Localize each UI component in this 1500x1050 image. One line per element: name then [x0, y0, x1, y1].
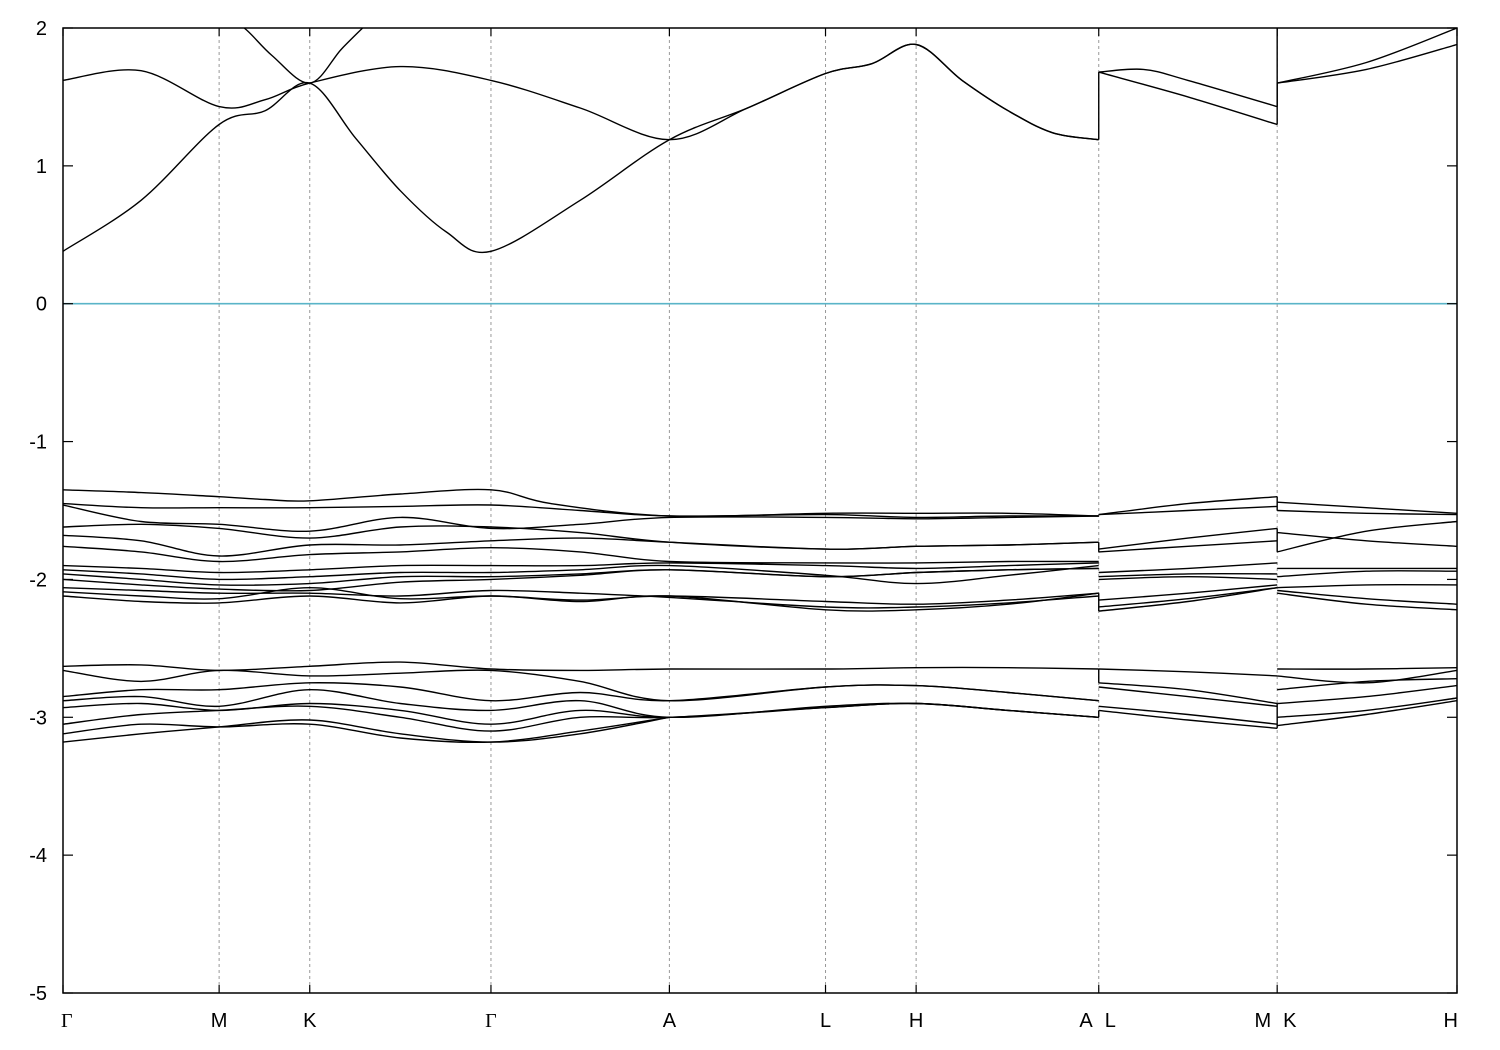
band-line	[63, 545, 1099, 564]
band-line	[1277, 669, 1457, 684]
bands-layer	[63, 28, 1457, 744]
plot-frame	[62, 27, 1458, 994]
band-line	[63, 586, 1099, 605]
band-line	[63, 488, 1099, 518]
band-line	[1098, 68, 1278, 108]
band-line	[63, 661, 1099, 672]
band-line	[63, 502, 1099, 519]
band-line	[1098, 584, 1278, 601]
y-tick-label: 0	[36, 294, 47, 316]
band-line	[63, 682, 1099, 702]
band-line	[63, 688, 1099, 719]
band-line	[1098, 505, 1278, 516]
band-line	[1277, 667, 1457, 670]
x-tick-label: M	[211, 1010, 228, 1032]
x-tick-label: Γ	[61, 1010, 73, 1032]
x-tick-label: H	[1444, 1010, 1458, 1032]
band-line	[1277, 509, 1457, 516]
x-tick-label: L	[820, 1010, 831, 1032]
band-line	[243, 28, 364, 84]
band-line	[1098, 668, 1278, 677]
x-tick-label: H	[909, 1010, 923, 1032]
band-line	[1098, 587, 1278, 608]
band-line	[63, 716, 670, 743]
x-tick-label: A	[1079, 1010, 1093, 1032]
band-line	[1098, 587, 1278, 612]
band-line	[1277, 584, 1457, 589]
x-tick-label: K	[1283, 1010, 1297, 1032]
y-tick-label: 1	[36, 156, 47, 178]
band-line	[1277, 678, 1457, 691]
band-line	[63, 564, 1099, 585]
band-line	[1277, 697, 1457, 718]
band-line	[63, 587, 1099, 609]
band-line	[1277, 28, 1457, 84]
band-line	[1277, 700, 1457, 727]
band-line	[63, 534, 1099, 557]
y-tick-label: -3	[29, 707, 47, 729]
band-line	[63, 702, 1099, 732]
y-tick-label: -1	[29, 432, 47, 454]
band-line	[1098, 527, 1278, 550]
band-line	[1277, 531, 1457, 547]
x-tick-label: K	[303, 1010, 317, 1032]
band-line	[63, 504, 1099, 533]
band-line	[1098, 496, 1278, 516]
band-line	[1277, 501, 1457, 514]
y-tick-label: -5	[29, 983, 47, 1005]
band-line	[63, 567, 1099, 592]
band-line	[63, 562, 1099, 574]
grid-layer	[218, 28, 1278, 993]
band-line	[63, 592, 1099, 612]
x-tick-label: A	[663, 1010, 677, 1032]
band-line	[1098, 573, 1278, 578]
y-tick-label: 2	[36, 18, 47, 40]
band-line	[1098, 709, 1278, 729]
band-line	[1098, 705, 1278, 725]
band-line	[1098, 575, 1278, 581]
band-line	[63, 716, 670, 744]
band-line	[1277, 589, 1457, 605]
band-line	[1277, 43, 1457, 84]
band-line	[1098, 71, 1278, 126]
x-tick-label: L	[1105, 1010, 1116, 1032]
band-line	[1098, 562, 1278, 574]
band-line	[1277, 520, 1457, 553]
band-line	[63, 43, 1099, 254]
band-line	[63, 43, 1099, 141]
x-tick-label: M	[1255, 1010, 1272, 1032]
band-line	[1277, 684, 1457, 705]
x-tick-label: Γ	[485, 1010, 497, 1032]
band-line	[1098, 682, 1278, 705]
band-line	[63, 669, 1099, 702]
y-tick-label: -2	[29, 569, 47, 591]
band-line	[1277, 592, 1457, 611]
y-tick-label: -4	[29, 845, 47, 867]
band-line	[1098, 540, 1278, 553]
band-line	[1098, 686, 1278, 707]
band-line	[1277, 570, 1457, 578]
